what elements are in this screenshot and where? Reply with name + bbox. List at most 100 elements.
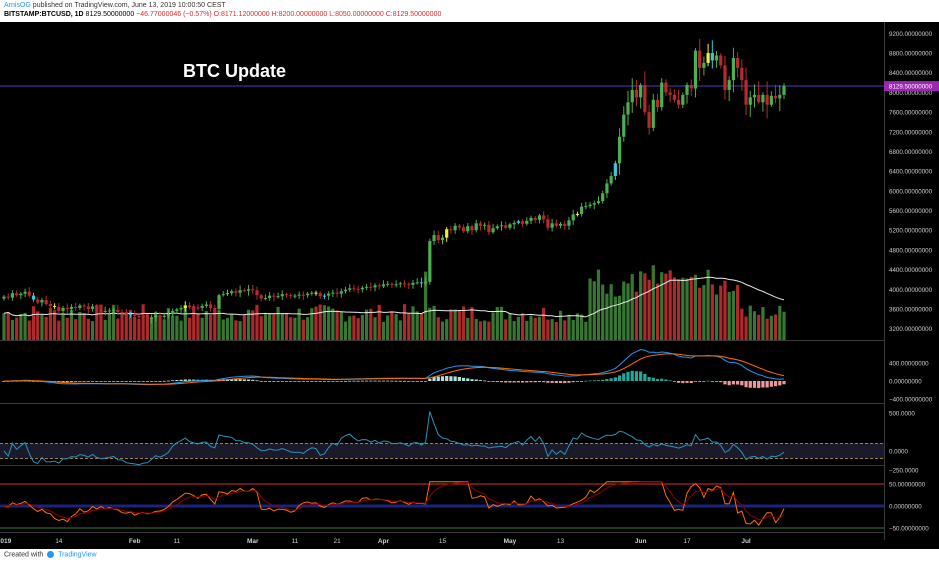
candle [483,222,487,230]
volume-bar [225,317,230,340]
volume-bar [86,318,90,340]
macd-histogram-bar [124,381,128,382]
volume-bar [95,305,99,340]
macd-histogram-bar [542,381,546,383]
candle [268,292,272,301]
macd-histogram-bar [69,381,74,382]
author-link[interactable]: ArnisOG [4,2,31,9]
volume-bar [664,273,668,340]
macd-histogram-bar [529,381,533,383]
candle [171,308,175,317]
candle [238,285,242,298]
candle [516,219,520,225]
macd-histogram-bar [622,373,626,381]
volume-bar [466,317,470,340]
volume-bar [520,313,525,340]
volume-bar [377,304,381,340]
btc-update-annotation: BTC Update [183,61,286,81]
macd-histogram-bar [596,380,601,381]
cci-tick-label: 500.0000 [889,411,915,418]
candle [280,290,284,301]
volume-bar [310,308,314,340]
macd-histogram-bar [719,381,723,383]
macd-histogram-bar [761,381,765,388]
candle [537,213,542,224]
candle [145,316,149,321]
macd-histogram-bar [723,381,727,385]
macd-histogram-bar [128,381,133,382]
candle [192,303,196,310]
candle [554,219,558,228]
macd-histogram-bar [537,381,542,383]
volume-bar [470,307,474,340]
price-tick-label: 4400.00000000 [889,267,933,274]
volume-bar [592,281,596,340]
volume-bar [588,278,592,340]
macd-histogram-bar [297,381,301,382]
candle [584,201,588,210]
macd-histogram-bar [268,381,272,382]
volume-bar [137,318,141,340]
volume-bar [259,316,263,340]
candle [714,50,719,68]
volume-bar [580,314,584,340]
volume-bar [305,317,310,340]
candle [107,307,112,315]
macd-histogram-bar [588,380,592,382]
macd-histogram-bar [685,381,689,383]
candle [124,308,128,318]
candle [761,92,765,112]
macd-histogram-bar [360,380,364,382]
candle [491,223,495,234]
volume-bar [461,306,466,340]
volume-bar [10,319,15,340]
candle [74,302,78,311]
price-tick-label: 8400.00000000 [889,70,933,77]
volume-bar [61,313,65,340]
candle [204,301,208,309]
tradingview-brand[interactable]: TradingView [58,551,97,559]
oscillator-pane [0,481,884,529]
candle [499,221,504,231]
candle [508,222,512,230]
candle [478,221,483,231]
macd-histogram-bar [305,381,310,382]
candle [6,293,10,300]
macd-histogram-bar [714,381,719,382]
volume-bar [558,310,563,340]
macd-histogram-bar [352,380,356,382]
volume-bar [179,320,183,340]
candle [242,288,246,293]
macd-histogram-bar [331,381,335,382]
candle [27,287,31,298]
volume-bar [508,313,512,340]
volume-bar [15,317,19,340]
macd-tick-label: 0.00000000 [889,379,922,386]
time-axis: 2019 14 Feb 11 Mar 11 21 Apr 15 May 13 Jun 17 Jul [0,538,751,545]
candle [529,215,533,224]
macd-histogram-bar [630,370,634,381]
candle [65,303,69,314]
volume-bar [196,313,200,340]
time-tick-label: Jul [741,538,751,545]
price-tick-label: 6400.00000000 [889,169,933,176]
macd-histogram-bar [112,381,116,382]
volume-bar [141,304,145,340]
macd-histogram-bar [436,376,440,381]
oscillator-tick-label: 0.00000000 [889,504,922,511]
candle [86,302,90,314]
chart-background [0,22,939,549]
volume-bar [740,308,744,340]
volume-bar [714,294,719,340]
volume-bar [23,312,27,340]
candle [626,90,630,126]
volume-bar [457,310,461,340]
time-tick-label: 15 [439,538,447,545]
volume-bar [48,307,52,340]
macd-histogram-bar [415,381,419,382]
price-chart[interactable]: 3200.00000000 3600.00000000 4000.00000000 4… [0,22,939,549]
macd-histogram-bar [310,381,314,382]
candle [685,82,689,104]
candle [259,293,263,302]
volume-bar [6,311,10,340]
